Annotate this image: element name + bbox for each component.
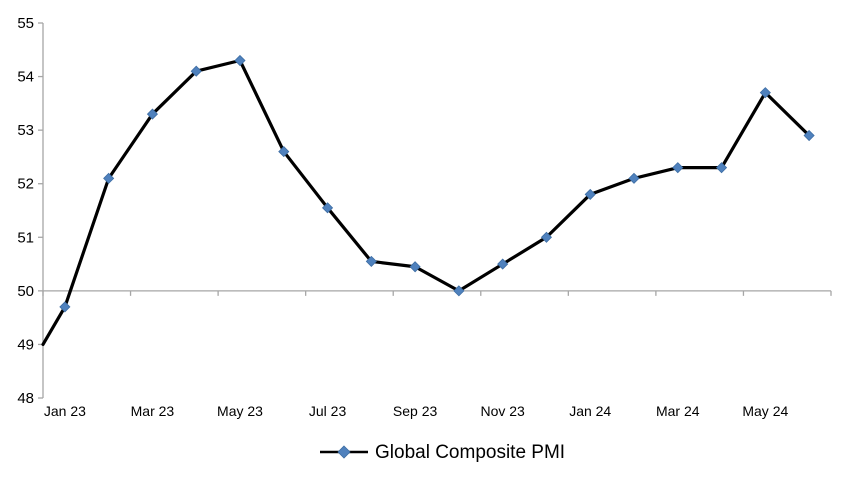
y-axis-label: 53 [17, 122, 34, 139]
data-point-may-24 [759, 87, 771, 99]
x-axis-label: May 24 [742, 403, 788, 419]
y-axis-label: 54 [17, 69, 34, 86]
axes: 48 49 50 51 52 53 54 55 Jan 23 Mar 23 May 23 Jul 23… [17, 15, 832, 419]
data-point-apr-24 [715, 162, 728, 174]
data-point-jan-24 [584, 188, 596, 200]
data-point-jun-23 [278, 146, 290, 158]
y-axis-label: 48 [17, 390, 34, 407]
x-axis-label: Jan 23 [44, 403, 86, 419]
legend-diamond-marker-icon [337, 445, 351, 459]
data-point-dec-23 [540, 231, 553, 243]
y-axis-label: 51 [17, 229, 34, 246]
x-axis-label: Jul 23 [309, 403, 347, 419]
x-axis-label: Sep 23 [393, 403, 438, 419]
x-axis-label: Nov 23 [480, 403, 525, 419]
x-axis-label: Mar 23 [131, 403, 175, 419]
y-axis-label: 55 [17, 15, 34, 32]
legend: Global Composite PMI [320, 442, 565, 463]
legend-label: Global Composite PMI [375, 442, 565, 463]
data-point-sep-23 [409, 261, 421, 273]
series-global-composite-pmi [41, 54, 815, 347]
x-axis-label: Mar 24 [656, 403, 700, 419]
data-point-oct-23 [453, 285, 465, 297]
data-point-apr-23 [190, 65, 202, 77]
data-point-mar-23 [146, 108, 159, 120]
x-axis-label: May 23 [217, 403, 263, 419]
y-axis-label: 49 [17, 336, 34, 353]
data-point-mar-24 [672, 162, 684, 174]
y-axis-label: 50 [17, 283, 34, 300]
data-point-may-23 [234, 54, 246, 67]
data-point-feb-23 [103, 172, 115, 184]
data-point-feb-24 [628, 172, 640, 184]
data-point-nov-23 [497, 258, 509, 270]
data-point-jan-23 [59, 301, 71, 313]
x-axis-label: Jan 24 [569, 403, 611, 419]
y-axis-label: 52 [17, 176, 34, 193]
data-point-jun-24 [803, 129, 815, 142]
data-point-jul-23 [321, 202, 334, 214]
series-line [41, 58, 811, 347]
data-point-aug-23 [365, 255, 377, 267]
